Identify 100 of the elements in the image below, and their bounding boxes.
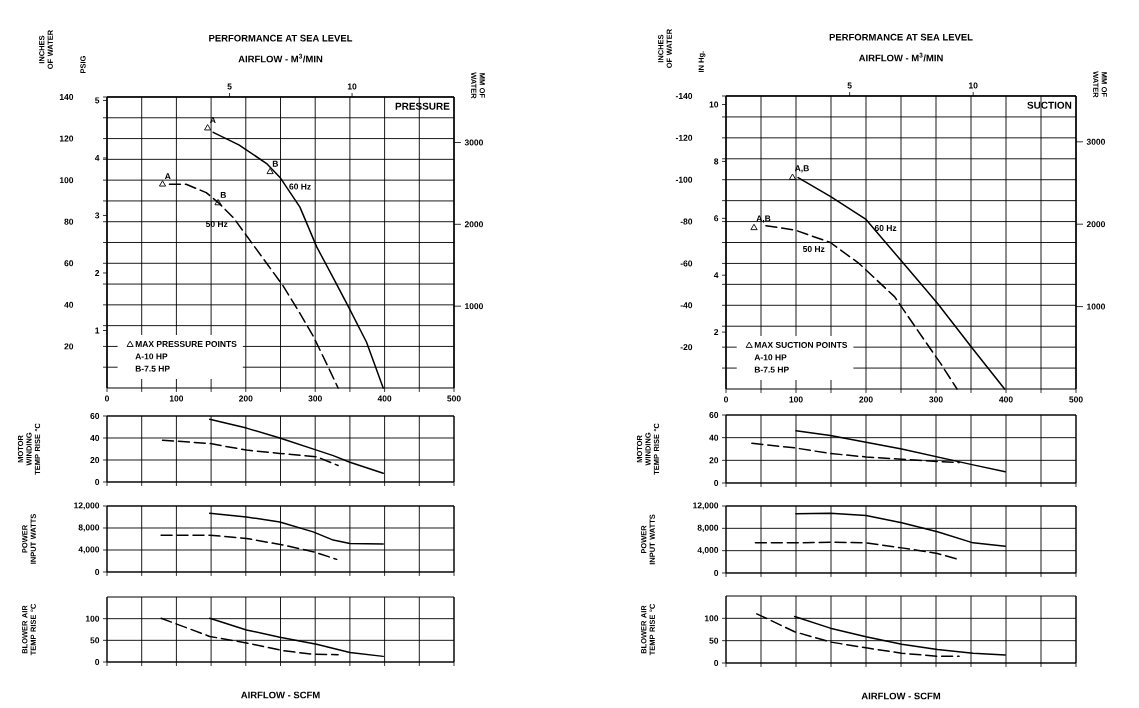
y-tick-label: 40 [709,434,719,441]
y3-tick-label: 10 [709,101,719,108]
series-label: 50 Hz [205,221,228,228]
series-label: 60 Hz [874,225,897,231]
y3-tick-label: 4 [94,155,100,161]
x2-axis-title: AIRFLOW - M$^{3}$/MIN [858,52,943,62]
annotation: A,B [794,165,809,173]
x-tick-label: 100 [789,396,803,403]
y2-tick-label: 2000 [1086,221,1105,228]
y3-tick-label: 2 [714,329,719,336]
x-tick-label: 500 [1069,396,1083,403]
y-tick-label: 60 [64,260,74,267]
point [266,167,274,175]
y2-tick-label: 3000 [464,139,483,146]
annotation: B [272,160,279,167]
line-series [208,512,384,545]
y-tick-label: 50 [709,637,719,644]
y-tick-label: 120 [59,135,74,142]
legend-label: MAX PRESSURE POINTS [135,341,237,347]
y3-tick-label: 3 [94,212,100,219]
y-tick-label: 140 [59,94,74,100]
x-tick-label: 300 [929,396,943,403]
point [158,180,167,187]
y2-tick-label: 1000 [1087,303,1105,310]
y2-tick-label: 1000 [465,303,483,310]
y3-tick-label: 1 [95,327,100,334]
y-tick-label: 12,000 [693,502,719,510]
y-tick-label: 0 [714,660,719,666]
y-tick-label: -80 [680,218,693,225]
y-tick-label: 50 [90,637,100,644]
y-tick-label: 60 [90,413,100,419]
annotation: B-7.5 HP [754,366,789,373]
y-tick-label: 40 [64,301,74,308]
y-tick-label: 80 [64,218,74,225]
legend-label: MAX SUCTION POINTS [754,341,848,348]
annotation: A [210,117,216,123]
chart-subtitle: SUCTION [1027,101,1072,109]
y2-tick-label: 2000 [464,221,483,228]
y-tick-label: -100 [675,176,693,183]
line-series [160,534,338,561]
y2-tick-label: 3000 [1086,138,1105,145]
chart-title: PERFORMANCE AT SEA LEVEL [209,34,353,42]
y-tick-label: 0 [714,570,719,576]
point [214,198,222,206]
x-tick-label: 200 [239,395,253,402]
x2-tick-label: 5 [847,82,852,89]
annotation: A [164,173,171,180]
x-tick-label: 0 [104,395,109,402]
annotation: B-7.5 HP [135,365,170,372]
y-tick-label: -60 [680,260,693,267]
y-tick-label: 20 [90,457,100,463]
series-label: 50 Hz [802,246,825,253]
y-tick-label: 100 [704,615,719,622]
x-tick-label: 500 [447,395,461,402]
x-tick-label: 0 [723,396,729,403]
y-tick-label: 4,000 [78,546,100,554]
y-tick-label: -40 [680,302,693,309]
y-tick-label: -140 [675,93,693,99]
x2-tick-label: 5 [227,83,232,90]
y-tick-label: 100 [85,615,100,622]
y-tick-label: 20 [64,343,74,350]
y-tick-label: 8,000 [697,524,719,532]
y3-tick-label: 2 [95,270,100,276]
y-tick-label: 40 [90,435,100,441]
chart-title: PERFORMANCE AT SEA LEVEL [829,33,973,41]
x-tick-label: 200 [859,396,873,403]
x-tick-label: 300 [308,395,322,402]
y-tick-label: 0 [95,659,100,665]
y3-tick-label: 5 [95,97,100,104]
line-series [161,439,339,467]
annotation: A-10 HP [135,353,168,360]
y3-tick-label: 4 [713,272,719,279]
y-tick-label: -20 [680,344,693,351]
x-tick-label: 400 [377,395,392,402]
y-tick-label: 100 [59,177,74,184]
y-tick-label: 4,000 [697,547,719,555]
line-series [754,541,960,561]
y-tick-label: 12,000 [74,502,100,510]
y-tick-label: 0 [95,569,100,575]
x-axis-title: AIRFLOW - SCFM [241,691,320,699]
y-tick-label: 8,000 [78,524,100,532]
line-series [795,512,1007,547]
x-tick-label: 100 [169,395,184,402]
line-series [208,418,384,474]
point [204,124,212,131]
x-tick-label: 400 [999,396,1013,403]
y-tick-label: 60 [709,412,719,418]
y-tick-label: 0 [95,479,100,485]
series-label: 60 Hz [289,183,311,190]
y3-tick-label: 6 [714,215,719,222]
x2-tick-label: 10 [969,82,978,89]
y-tick-label: -120 [675,134,693,141]
y-tick-label: 20 [709,457,719,464]
y3-tick-label: 8 [714,158,719,165]
x2-axis-title: AIRFLOW - M$^{3}$/MIN [238,53,323,63]
y-tick-label: 0 [714,480,719,486]
annotation: A-10 HP [754,354,787,361]
x-axis-title: AIRFLOW - SCFM [861,692,941,700]
annotation: B [220,191,226,198]
x2-tick-label: 10 [347,83,357,90]
